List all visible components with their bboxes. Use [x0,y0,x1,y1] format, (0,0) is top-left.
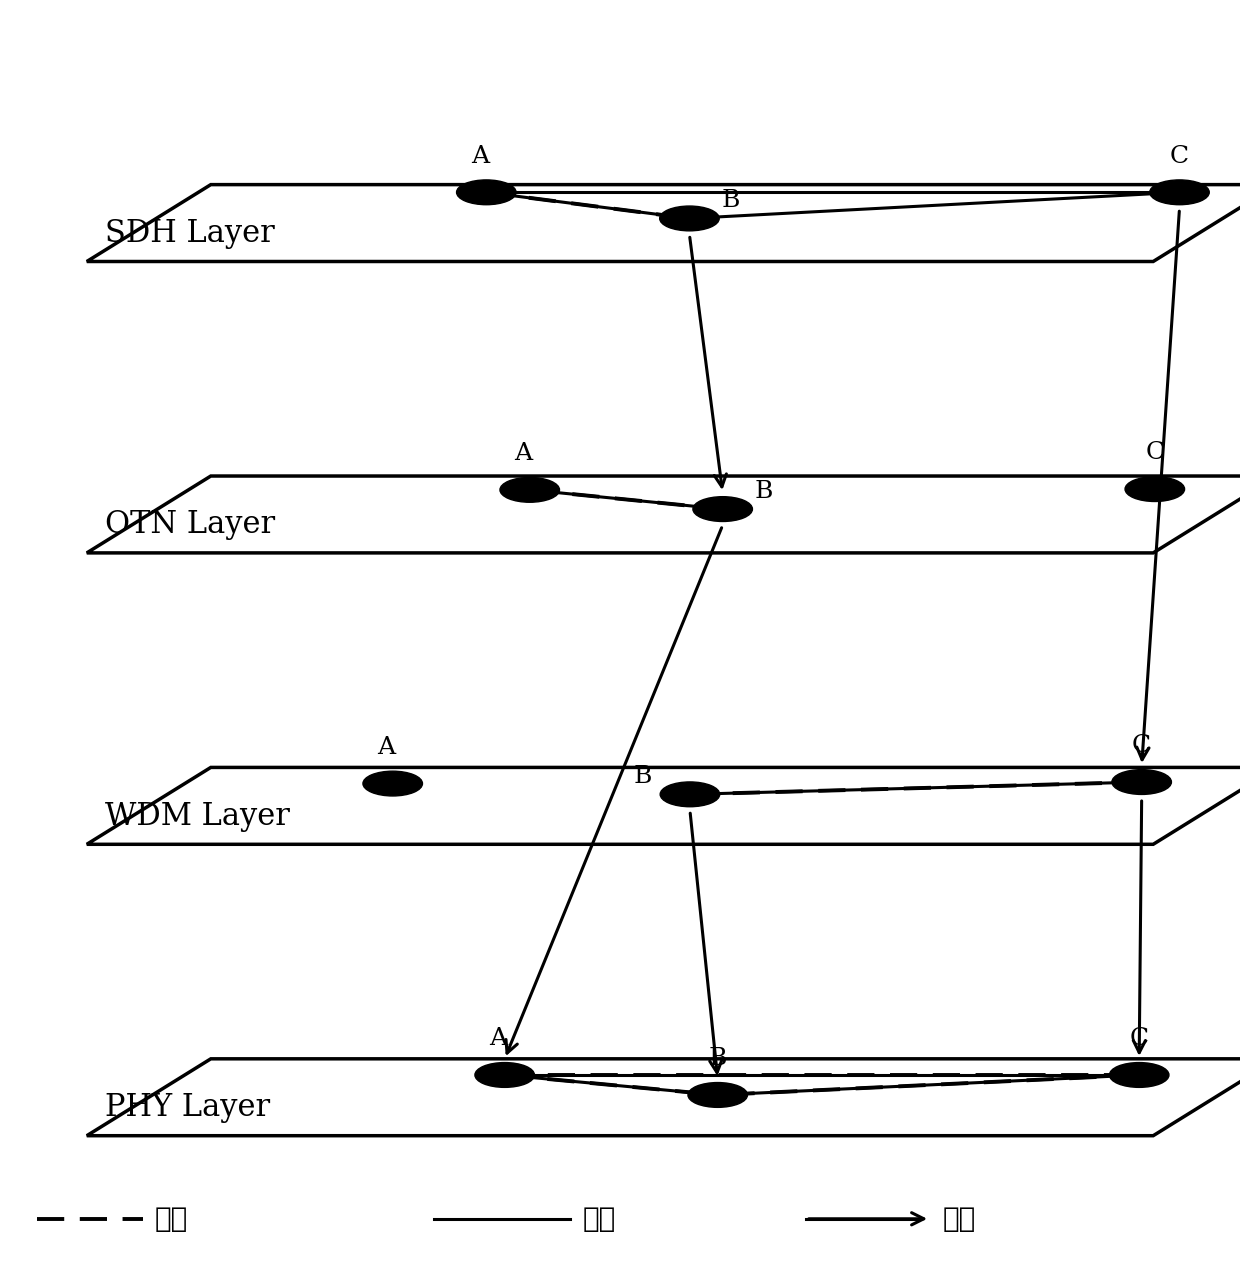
Text: A: A [490,1028,507,1050]
Text: C: C [1146,441,1164,464]
Polygon shape [87,185,1240,261]
Ellipse shape [456,180,516,205]
Text: C: C [1130,1028,1148,1050]
Text: B: B [634,765,652,788]
Text: A: A [515,442,533,465]
Text: A: A [471,144,490,167]
Ellipse shape [693,497,753,522]
Text: PHY Layer: PHY Layer [105,1092,270,1124]
Ellipse shape [475,1063,534,1087]
Polygon shape [87,476,1240,552]
Ellipse shape [1112,769,1172,794]
Text: B: B [754,480,773,503]
Ellipse shape [660,207,719,231]
Text: WDM Layer: WDM Layer [105,801,290,832]
Text: B: B [722,189,739,213]
Polygon shape [87,768,1240,844]
Text: C: C [1169,144,1189,167]
Ellipse shape [500,478,559,502]
Ellipse shape [660,782,719,807]
Text: 链路: 链路 [583,1205,616,1233]
Text: 映射: 映射 [942,1205,976,1233]
Ellipse shape [1149,180,1209,205]
Text: A: A [377,736,396,759]
Text: 业务: 业务 [155,1205,188,1233]
Ellipse shape [363,772,423,796]
Text: B: B [708,1047,727,1071]
Text: SDH Layer: SDH Layer [105,218,275,250]
Text: C: C [1132,735,1151,758]
Text: OTN Layer: OTN Layer [105,509,275,541]
Ellipse shape [1110,1063,1169,1087]
Polygon shape [87,1059,1240,1135]
Ellipse shape [688,1082,748,1107]
Ellipse shape [1125,476,1184,502]
